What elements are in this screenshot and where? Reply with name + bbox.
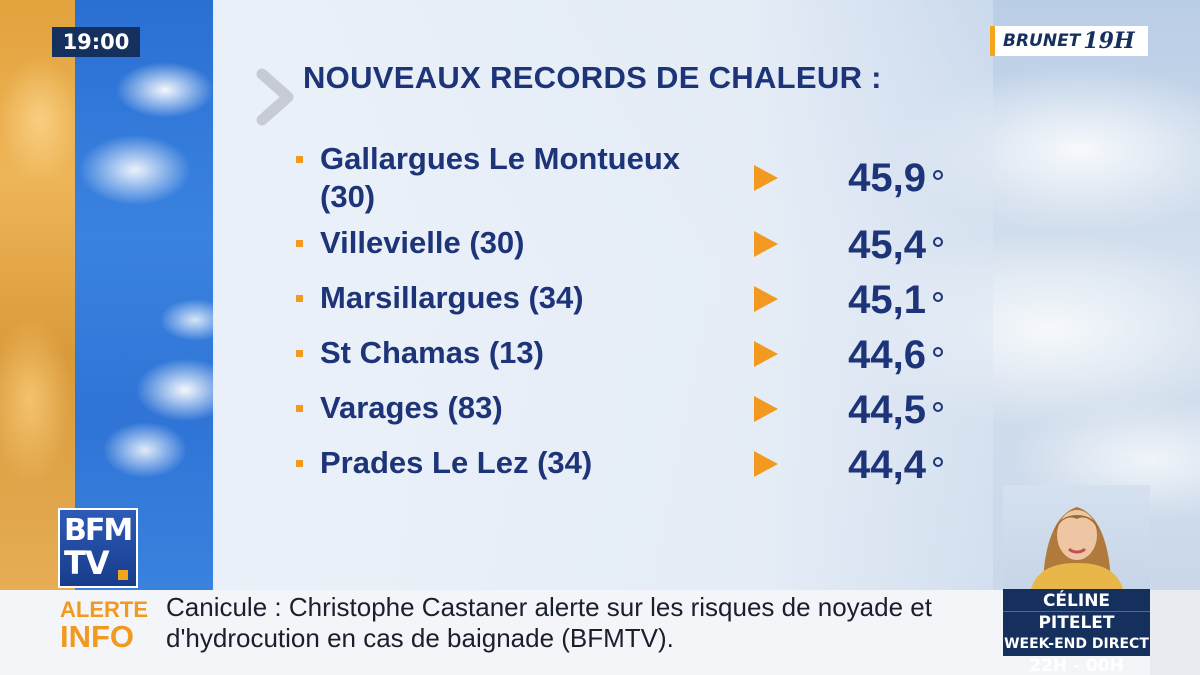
bullet-icon — [296, 350, 303, 357]
record-value: 45,1 — [848, 278, 926, 322]
channel-logo-line2: TV — [64, 544, 110, 582]
degree-icon — [933, 402, 943, 412]
degree-icon — [933, 347, 943, 357]
record-place: Villevielle (30) — [320, 225, 525, 260]
bullet-icon — [296, 295, 303, 302]
degree-icon — [933, 170, 943, 180]
page-title: NOUVEAUX RECORDS DE CHALEUR : — [303, 60, 882, 95]
triangle-right-icon — [754, 396, 778, 422]
banner-divider — [1003, 611, 1150, 612]
record-value: 45,9 — [848, 156, 926, 200]
presenter-show: WEEK-END DIRECT — [1004, 636, 1149, 652]
background-orange-strip — [0, 0, 75, 590]
record-value: 44,4 — [848, 443, 926, 487]
ticker-headline: Canicule : Christophe Castaner alerte su… — [166, 592, 932, 653]
degree-icon — [933, 457, 943, 467]
show-logo-name: BRUNET — [1003, 31, 1081, 51]
triangle-right-icon — [754, 341, 778, 367]
channel-logo-line1: BFM — [64, 513, 133, 548]
bullet-icon — [296, 240, 303, 247]
record-place: Prades Le Lez (34) — [320, 445, 593, 480]
record-value: 44,5 — [848, 388, 926, 432]
triangle-right-icon — [754, 451, 778, 477]
alert-label-line1: ALERTE — [60, 597, 148, 622]
presenter-name: CÉLINE PITELET — [1038, 591, 1115, 633]
record-place: Gallargues Le Montueux (30) — [320, 141, 681, 214]
background-sky-strip — [75, 0, 215, 590]
triangle-right-icon — [754, 231, 778, 257]
channel-logo: BFM TV — [58, 508, 138, 588]
alert-label-line2: INFO — [60, 619, 135, 654]
record-value: 45,4 — [848, 223, 926, 267]
presenter-banner: CÉLINE PITELET WEEK-END DIRECT 22H - 00H — [1003, 589, 1150, 675]
news-ticker — [0, 590, 1200, 675]
ticker-right-area — [1150, 590, 1200, 675]
logo-dot-icon — [118, 570, 128, 580]
record-place: St Chamas (13) — [320, 335, 544, 370]
triangle-right-icon — [754, 286, 778, 312]
record-value: 44,6 — [848, 333, 926, 377]
record-place: Marsillargues (34) — [320, 280, 584, 315]
alert-label: ALERTE INFO — [60, 597, 152, 654]
clock: 19:00 — [52, 27, 140, 57]
degree-icon — [933, 292, 943, 302]
degree-icon — [933, 237, 943, 247]
bullet-icon — [296, 405, 303, 412]
chevron-right-icon — [256, 68, 294, 126]
bullet-icon — [296, 460, 303, 467]
record-place: Varages (83) — [320, 390, 503, 425]
bullet-icon — [296, 156, 303, 163]
show-logo-time: 19H — [1083, 28, 1135, 54]
show-logo: BRUNET 19H — [990, 26, 1148, 56]
presenter-portrait — [1003, 485, 1150, 589]
triangle-right-icon — [754, 165, 778, 191]
presenter-hours: 22H - 00H — [1029, 656, 1124, 675]
presenter-avatar-icon — [1031, 507, 1123, 589]
content-panel — [213, 0, 993, 590]
